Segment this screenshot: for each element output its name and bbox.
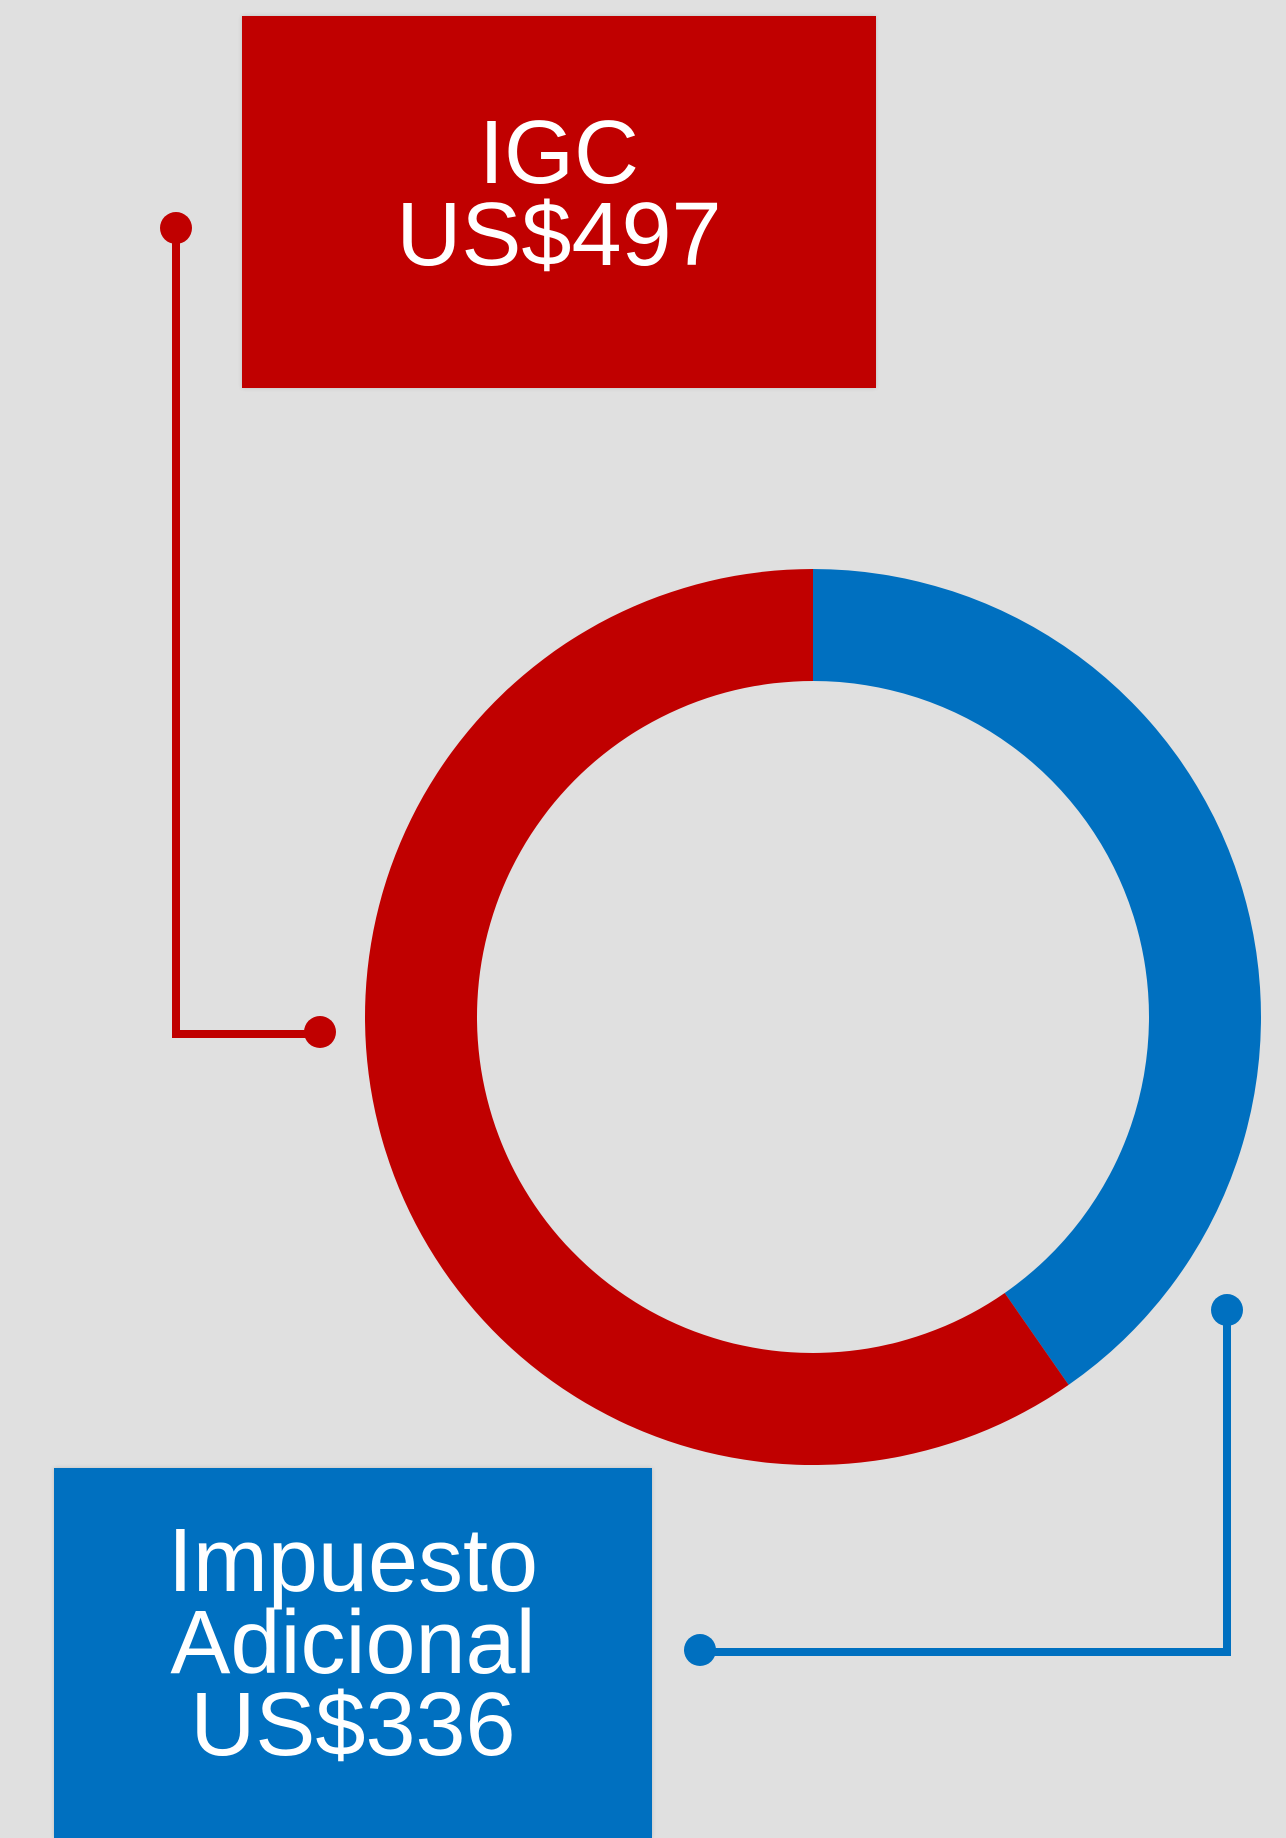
igc-label-category: IGC [478,103,639,203]
impuesto-adicional-label-box: Impuesto Adicional US$336 [54,1468,652,1838]
igc-label-box: IGC US$497 [242,16,876,388]
connector-lines [160,212,1243,1666]
impuesto-adicional-connector-dot-end [684,1634,716,1666]
igc-connector-line [172,228,320,1038]
igc-connector-dot-end [304,1016,336,1048]
igc-connector-dot-top [160,212,192,244]
slice-impuesto-adicional [813,569,1261,1385]
impuesto-adicional-label-line-1: Impuesto [167,1511,539,1611]
impuesto-adicional-label-value: US$336 [190,1675,516,1775]
donut-slices [364,569,1261,1465]
slice-igc [364,569,1069,1465]
impuesto-adicional-connector-dot-top [1211,1294,1243,1326]
igc-label-value: US$497 [396,185,722,285]
impuesto-adicional-connector-line [700,1310,1231,1656]
impuesto-adicional-label-line-2: Adicional [170,1593,536,1693]
